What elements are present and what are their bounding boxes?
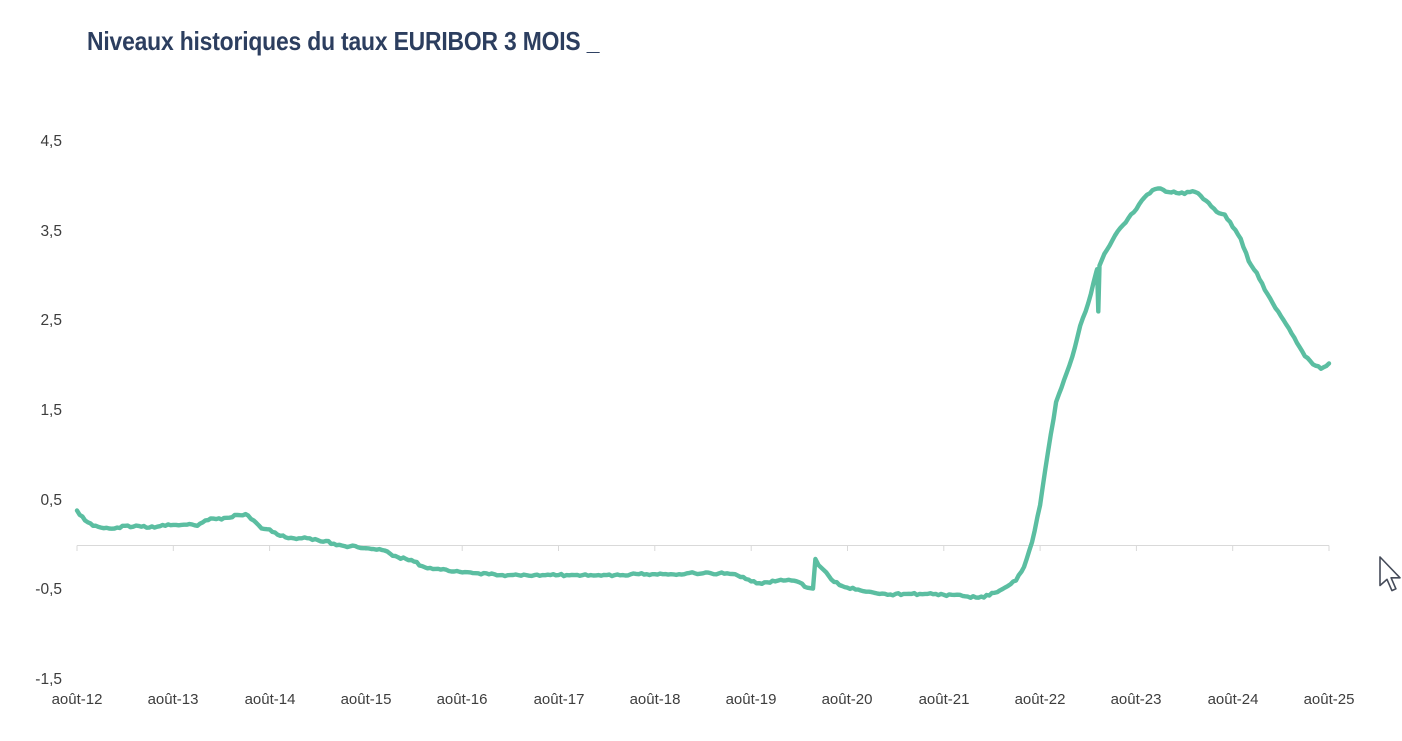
x-axis-label: août-18 <box>629 691 681 708</box>
x-axis-label: août-15 <box>340 691 392 708</box>
x-axis-label: août-19 <box>725 691 777 708</box>
mouse-cursor <box>1379 556 1401 592</box>
x-axis-label: août-23 <box>1110 691 1162 708</box>
y-axis-label: 3,5 <box>40 223 62 240</box>
y-axis-label: 2,5 <box>40 312 62 329</box>
y-axis-label: 0,5 <box>40 492 62 509</box>
x-axis-label: août-22 <box>1014 691 1066 708</box>
y-axis-label: -0,5 <box>35 581 62 598</box>
y-axis-label: 1,5 <box>40 402 62 419</box>
y-axis-label: -1,5 <box>35 671 62 688</box>
x-axis-label: août-14 <box>244 691 296 708</box>
euribor-rate-line <box>74 186 1332 600</box>
cursor-arrow-icon <box>1379 556 1401 592</box>
x-axis-label: août-24 <box>1207 691 1259 708</box>
page-title: Niveaux historiques du taux EURIBOR 3 MO… <box>87 26 600 56</box>
y-axis-label: 4,5 <box>40 133 62 150</box>
x-axis-label: août-16 <box>436 691 488 708</box>
x-axis-label: août-21 <box>918 691 970 708</box>
x-axis-label: août-25 <box>1303 691 1355 708</box>
x-axis-label: août-17 <box>533 691 585 708</box>
x-axis-label: août-12 <box>51 691 103 708</box>
x-axis-label: août-20 <box>821 691 873 708</box>
x-axis-label: août-13 <box>147 691 199 708</box>
